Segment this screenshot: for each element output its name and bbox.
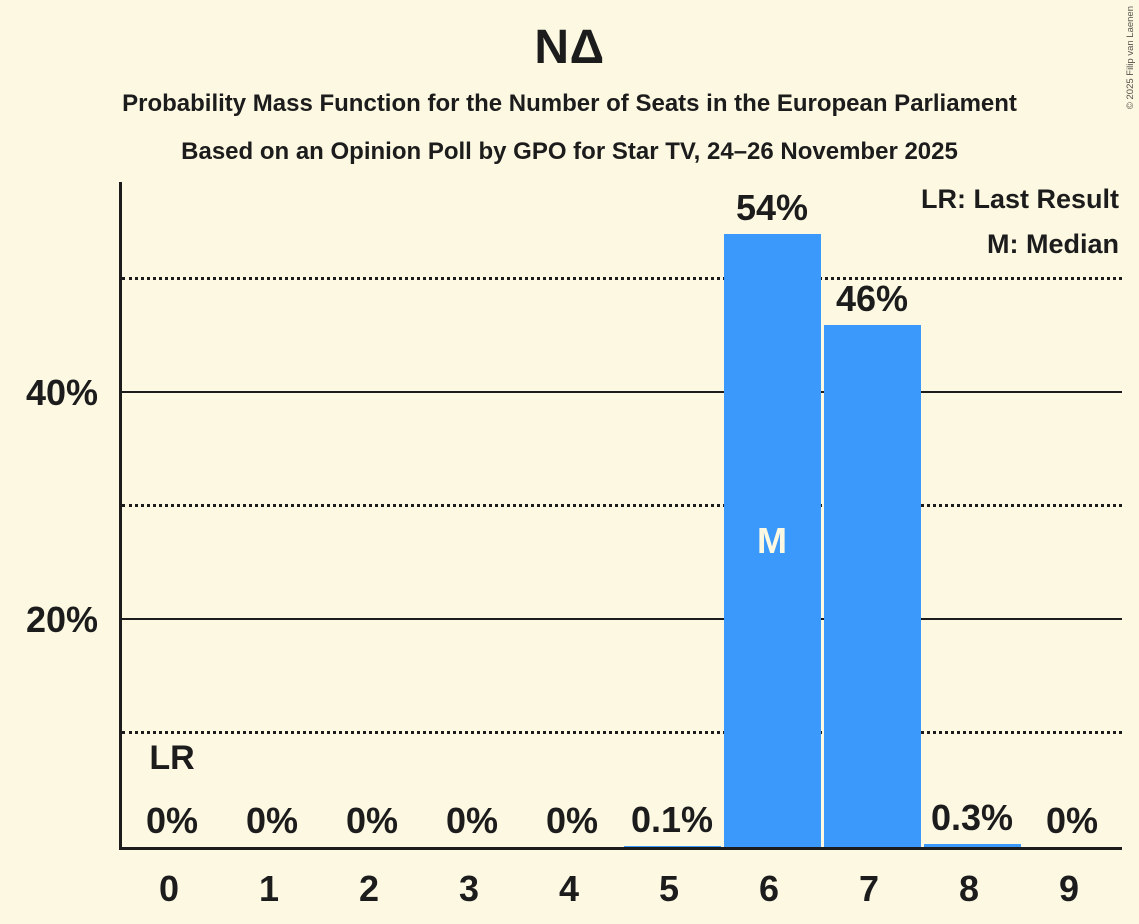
- gridline-dotted-30: [122, 503, 1122, 507]
- chart-subtitle-line1: Probability Mass Function for the Number…: [122, 90, 1017, 117]
- gridline-solid-40: [122, 391, 1122, 393]
- x-tick-label-9: 9: [1058, 868, 1080, 909]
- value-label-seats-3: 0%: [445, 800, 499, 841]
- gridline-solid-20: [122, 618, 1122, 620]
- x-tick-label-3: 3: [458, 868, 480, 909]
- bar-seats-8: [923, 843, 1021, 847]
- chart-subtitle-line2: Based on an Opinion Poll by GPO for Star…: [181, 138, 958, 165]
- value-label-seats-4: 0%: [545, 800, 599, 841]
- x-tick-label-4: 4: [558, 868, 580, 909]
- y-tick-label-40: 40%: [25, 372, 98, 413]
- gridline-dotted-50: [122, 276, 1122, 280]
- legend: LR: Last Result M: Median: [921, 184, 1119, 274]
- bar-seats-5: [623, 845, 721, 847]
- x-tick-label-5: 5: [658, 868, 680, 909]
- gridline-dotted-10: [122, 730, 1122, 734]
- last-result-marker: LR: [149, 739, 195, 777]
- value-label-seats-7: 46%: [835, 277, 909, 319]
- value-label-seats-8: 0.3%: [930, 796, 1014, 838]
- legend-last-result: LR: Last Result: [920, 184, 1119, 214]
- bar-seats-7: [823, 324, 921, 847]
- chart-title: NΔ: [534, 21, 605, 74]
- value-label-seats-0: 0%: [145, 800, 199, 841]
- value-label-seats-2: 0%: [345, 800, 399, 841]
- plot-area: 0% 0% 0% 0% 0% 0.1% M 54% 46% 0.3% 0% LR: [119, 182, 1122, 850]
- y-tick-label-20: 20%: [25, 599, 98, 640]
- x-tick-label-7: 7: [858, 868, 880, 909]
- value-label-seats-6: 54%: [735, 187, 809, 229]
- value-label-seats-1: 0%: [245, 800, 299, 841]
- value-label-seats-5: 0.1%: [630, 798, 714, 840]
- x-tick-label-8: 8: [958, 868, 980, 909]
- bar-seats-6: M: [723, 234, 821, 847]
- x-tick-label-1: 1: [258, 868, 280, 909]
- value-label-seats-9: 0%: [1045, 800, 1099, 841]
- x-tick-label-0: 0: [158, 868, 180, 909]
- median-marker: M: [757, 519, 787, 561]
- legend-median: M: Median: [987, 229, 1119, 259]
- x-tick-label-6: 6: [758, 868, 780, 909]
- x-tick-label-2: 2: [358, 868, 380, 909]
